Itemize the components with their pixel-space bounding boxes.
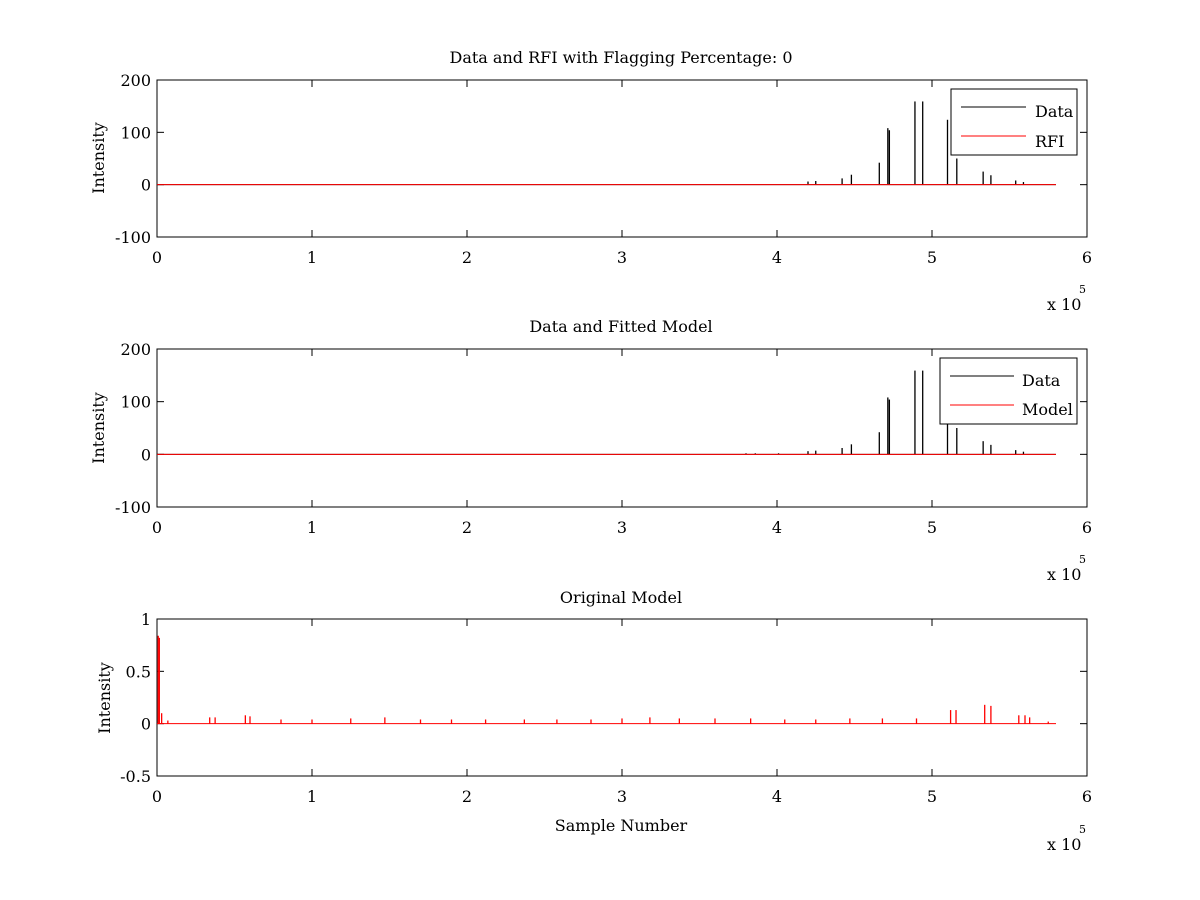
subplot-2-ytick-label: 200: [120, 340, 151, 359]
subplot-2-xtick-label: 1: [307, 518, 317, 537]
subplot-2-axes-frame: [156, 348, 1088, 508]
subplot-3-ytick-label: -0.5: [120, 767, 151, 786]
subplot-2-legend-box: [939, 357, 1078, 425]
subplot-3-xtick-label: 4: [772, 787, 782, 806]
subplot-1-legend-label-data: Data: [1035, 102, 1074, 121]
subplot-1-xtick-label: 0: [152, 248, 162, 267]
subplot-1-xmult-exp: 5: [1079, 283, 1086, 296]
subplot-1-xtick-label: 6: [1082, 248, 1092, 267]
subplot-3-xmult-exp: 5: [1079, 823, 1086, 836]
subplot-1: Data and RFI with Flagging Percentage: 0…: [89, 48, 1092, 314]
subplot-1-legend-label-rfi: RFI: [1035, 132, 1064, 151]
subplot-2-xmult-exp: 5: [1079, 553, 1086, 566]
subplot-3: Original Model Intensity Sample Number x…: [95, 588, 1092, 854]
subplot-1-xmult: x 10: [1047, 295, 1081, 314]
subplot-1-ytick-label: -100: [115, 228, 151, 247]
subplot-3-plot: 0 1 2 3 4 5 6-0.500.51: [120, 610, 1092, 806]
subplot-3-xtick-label: 2: [462, 787, 472, 806]
subplot-2-legend-label-data: Data: [1022, 371, 1061, 390]
subplot-2-xtick-label: 0: [152, 518, 162, 537]
subplot-3-title: Original Model: [560, 588, 682, 607]
subplot-2-legend: Data Model: [939, 357, 1078, 425]
subplot-2-legend-label-model: Model: [1022, 400, 1073, 419]
subplot-3-ytick-label: 0.5: [126, 662, 151, 681]
subplot-2: Data and Fitted Model Intensity x 10 5 0…: [89, 317, 1092, 584]
subplot-3-xtick-label: 1: [307, 787, 317, 806]
subplot-1-xtick-label: 4: [772, 248, 782, 267]
subplot-1-ytick-label: 0: [141, 176, 151, 195]
subplot-1-ytick-label: 200: [120, 71, 151, 90]
subplot-2-xtick-label: 3: [617, 518, 627, 537]
subplot-2-ytick-label: -100: [115, 498, 151, 517]
subplot-1-title: Data and RFI with Flagging Percentage: 0: [449, 48, 792, 67]
subplot-1-xtick-label: 1: [307, 248, 317, 267]
subplot-2-xtick-label: 6: [1082, 518, 1092, 537]
subplot-2-title: Data and Fitted Model: [529, 317, 712, 336]
subplot-1-xtick-label: 2: [462, 248, 472, 267]
subplot-3-series-model-0: [157, 635, 1056, 725]
subplot-2-ytick-label: 0: [141, 445, 151, 464]
subplot-1-xtick-label: 5: [927, 248, 937, 267]
subplot-2-xtick-label: 2: [462, 518, 472, 537]
subplot-2-xmult: x 10: [1047, 565, 1081, 584]
subplot-1-xtick-label: 3: [617, 248, 627, 267]
subplot-2-ylabel: Intensity: [89, 392, 108, 464]
subplot-3-xtick-label: 3: [617, 787, 627, 806]
subplot-3-ytick-label: 1: [141, 610, 151, 629]
subplot-2-xtick-label: 4: [772, 518, 782, 537]
subplot-1-legend: Data RFI: [950, 88, 1078, 156]
subplot-3-xmult: x 10: [1047, 835, 1081, 854]
subplot-3-xlabel: Sample Number: [555, 816, 688, 835]
subplot-2-xtick-label: 5: [927, 518, 937, 537]
subplot-3-xtick-label: 6: [1082, 787, 1092, 806]
subplot-3-ytick-label: 0: [141, 715, 151, 734]
subplot-2-ytick-label: 100: [120, 393, 151, 412]
subplot-1-legend-box: [950, 88, 1078, 156]
subplot-1-ytick-label: 100: [120, 123, 151, 142]
subplot-3-xtick-label: 0: [152, 787, 162, 806]
subplot-3-ylabel: Intensity: [95, 662, 114, 734]
subplot-3-axes-frame: [156, 618, 1088, 777]
subplot-3-xtick-label: 5: [927, 787, 937, 806]
subplot-1-ylabel: Intensity: [89, 122, 108, 194]
